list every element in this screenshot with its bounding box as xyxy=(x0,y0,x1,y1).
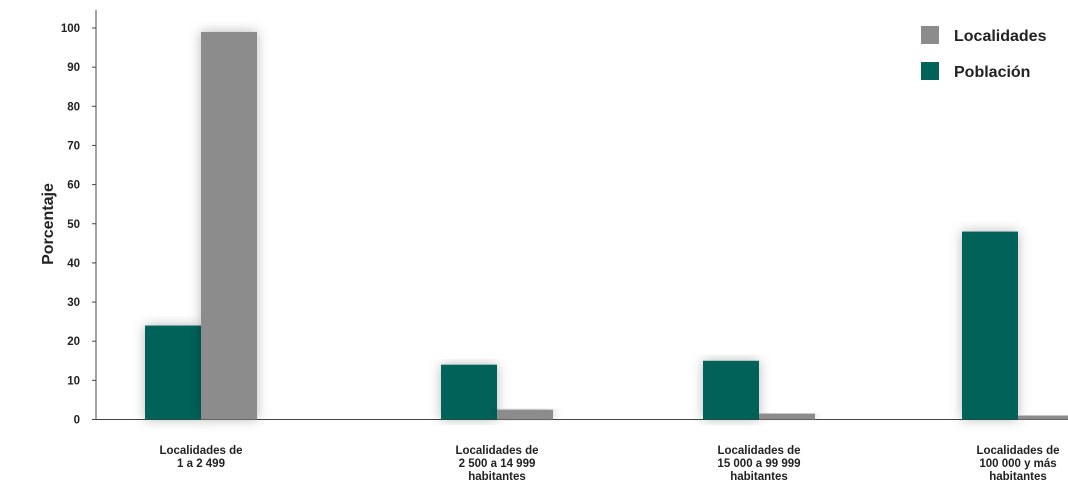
y-tick-label: 10 xyxy=(67,375,80,387)
y-tick-label: 50 xyxy=(67,219,80,231)
x-category-label: Localidades de 15 000 a 99 999 habitantes xyxy=(717,445,800,483)
bar-población-0 xyxy=(145,326,201,420)
y-tick-label: 100 xyxy=(61,23,80,35)
legend-label-localidades: Localidades xyxy=(954,28,1047,45)
x-category-label: Localidades de 100 000 y más habitantes xyxy=(976,445,1059,483)
y-tick-label: 40 xyxy=(67,258,80,270)
y-tick-label: 70 xyxy=(67,140,80,152)
bar-población-3 xyxy=(962,232,1018,420)
y-tick-label: 60 xyxy=(67,180,80,192)
bar-localidades-2 xyxy=(759,414,815,420)
bar-población-1 xyxy=(441,365,497,420)
bar-población-2 xyxy=(703,361,759,420)
legend-swatch-población xyxy=(921,62,939,80)
bar-localidades-3 xyxy=(1018,416,1068,420)
bar-localidades-0 xyxy=(201,32,257,420)
y-axis-title: Porcentaje xyxy=(40,183,57,265)
x-category-label: Localidades de 1 a 2 499 xyxy=(159,445,242,470)
bar-localidades-1 xyxy=(497,410,553,420)
x-category-label: Localidades de 2 500 a 14 999 habitantes xyxy=(455,445,538,483)
legend-label-población: Población xyxy=(954,64,1030,81)
y-tick-label: 30 xyxy=(67,297,80,309)
y-tick-label: 0 xyxy=(74,415,80,427)
y-tick-label: 20 xyxy=(67,336,80,348)
x-axis-labels: Localidades de 1 a 2 499 Localidades de 2 5… xyxy=(159,445,1059,483)
legend: Localidades Población xyxy=(921,26,1047,81)
bars xyxy=(145,32,1068,420)
y-tick-label: 80 xyxy=(67,101,80,113)
legend-swatch-localidades xyxy=(921,26,939,44)
y-tick-label: 90 xyxy=(67,62,80,74)
